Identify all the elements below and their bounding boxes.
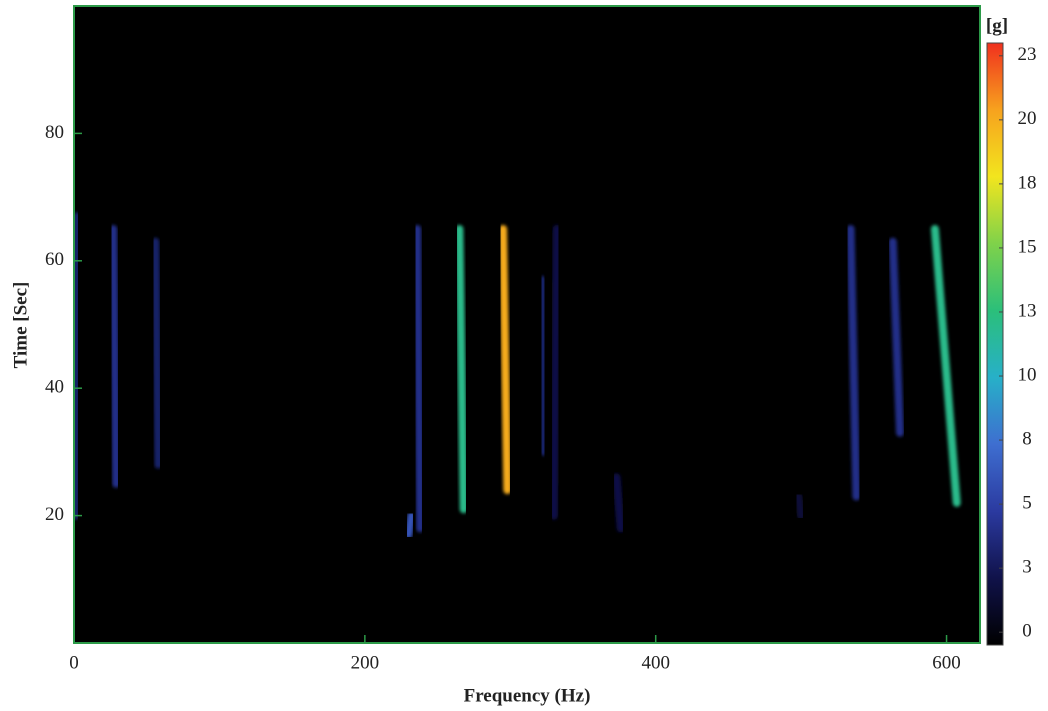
y-tick-label: 80 bbox=[45, 122, 64, 143]
streak bbox=[930, 224, 961, 507]
streak bbox=[74, 212, 81, 520]
colorbar-tick-label: 13 bbox=[1018, 300, 1037, 321]
streak bbox=[109, 224, 121, 488]
streak bbox=[538, 275, 548, 456]
colorbar bbox=[986, 42, 1004, 646]
colorbar-tick-label: 5 bbox=[1022, 492, 1032, 513]
x-tick-label: 600 bbox=[932, 652, 961, 673]
colorbar-label: [g] bbox=[986, 15, 1008, 36]
streak bbox=[888, 237, 905, 437]
streak bbox=[404, 511, 416, 539]
streak bbox=[549, 224, 561, 520]
colorbar-tick-label: 8 bbox=[1022, 428, 1032, 449]
y-tick-label: 60 bbox=[45, 249, 64, 270]
colorbar-tick-label: 10 bbox=[1018, 364, 1037, 385]
colorbar-tick-label: 20 bbox=[1018, 108, 1037, 129]
streak bbox=[499, 224, 512, 495]
streak bbox=[413, 224, 425, 533]
streak bbox=[612, 473, 625, 533]
streak bbox=[846, 224, 861, 501]
x-axis-label: Frequency (Hz) bbox=[464, 685, 591, 706]
x-tick-label: 400 bbox=[641, 652, 670, 673]
x-tick-label: 200 bbox=[351, 652, 380, 673]
colorbar-tick-label: 23 bbox=[1018, 44, 1037, 65]
y-tick-label: 40 bbox=[45, 377, 64, 398]
colorbar-tick-label: 3 bbox=[1022, 557, 1032, 578]
colorbar-tick-label: 15 bbox=[1018, 236, 1037, 257]
streak bbox=[151, 237, 163, 469]
plot-frame bbox=[73, 5, 981, 644]
y-tick-label: 20 bbox=[45, 504, 64, 525]
streak bbox=[455, 224, 468, 514]
streaks bbox=[74, 205, 961, 539]
y-axis-label: Time [Sec] bbox=[10, 282, 31, 369]
plot-background bbox=[74, 6, 980, 643]
x-tick-label: 0 bbox=[69, 652, 79, 673]
streak bbox=[794, 492, 806, 520]
colorbar-tick-label: 0 bbox=[1022, 621, 1032, 642]
colorbar-tick-label: 18 bbox=[1018, 172, 1037, 193]
